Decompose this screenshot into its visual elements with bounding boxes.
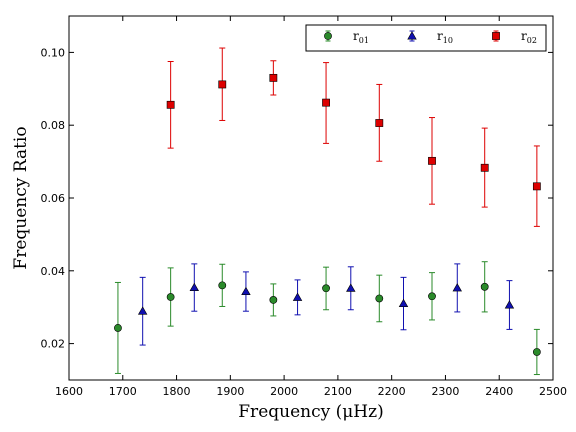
point-r01 [322,284,330,293]
point-r10 [292,292,303,301]
point-r02 [322,98,330,107]
legend-marker [407,31,417,40]
x-tick-label: 2500 [539,385,567,398]
legend-label: r01 [353,29,369,45]
point-r10 [241,286,251,295]
point-r01 [166,293,175,301]
point-r02 [166,100,175,109]
y-tick-label: 0.10 [41,46,66,59]
point-r01 [375,294,384,303]
point-r01 [532,348,541,356]
point-r01 [269,296,278,304]
x-tick-label: 2200 [378,385,406,398]
point-r10 [452,283,462,292]
axis-ticks: 1600 1700 1800 1900 2000 2100 2200 2300 2400 2500… [41,16,567,398]
point-r02 [269,73,278,82]
point-r02 [218,80,227,89]
y-tick-label: 0.06 [41,192,66,205]
x-tick-label: 1800 [163,385,191,398]
point-r10 [398,298,409,308]
point-r01 [114,324,122,332]
x-tick-label: 1900 [216,385,244,398]
y-tick-label: 0.08 [41,119,66,132]
legend: r01 r10 r02 [305,24,547,52]
point-r02 [375,119,384,127]
point-r10 [504,300,515,309]
x-tick-label: 2400 [485,385,513,398]
legend-marker [324,32,332,40]
legend-box [305,24,547,52]
x-axis-label: Frequency (μHz) [238,402,383,422]
point-r01 [480,282,489,291]
legend-item-r10: r10 [407,29,453,45]
x-tick-label: 2000 [270,385,298,398]
point-r01 [428,292,436,301]
y-tick-label: 0.02 [41,338,66,351]
data-markers [114,73,541,356]
point-r02 [428,156,436,165]
legend-label: r02 [521,29,537,45]
point-r02 [532,182,541,191]
point-r01 [218,281,227,290]
plot-area [68,15,554,381]
point-r10 [346,283,356,292]
x-tick-label: 2300 [431,385,459,398]
legend-marker [492,32,500,40]
x-tick-label: 1600 [55,385,83,398]
legend-item-r02: r02 [492,29,537,45]
point-r10 [137,306,148,315]
x-tick-label: 2100 [324,385,352,398]
y-axis-label: Frequency Ratio [11,126,31,269]
legend-item-r01: r01 [324,29,369,45]
point-r10 [189,282,200,291]
legend-label: r10 [437,29,453,45]
y-tick-label: 0.04 [41,265,66,278]
x-tick-label: 1700 [109,385,137,398]
point-r02 [480,163,489,172]
